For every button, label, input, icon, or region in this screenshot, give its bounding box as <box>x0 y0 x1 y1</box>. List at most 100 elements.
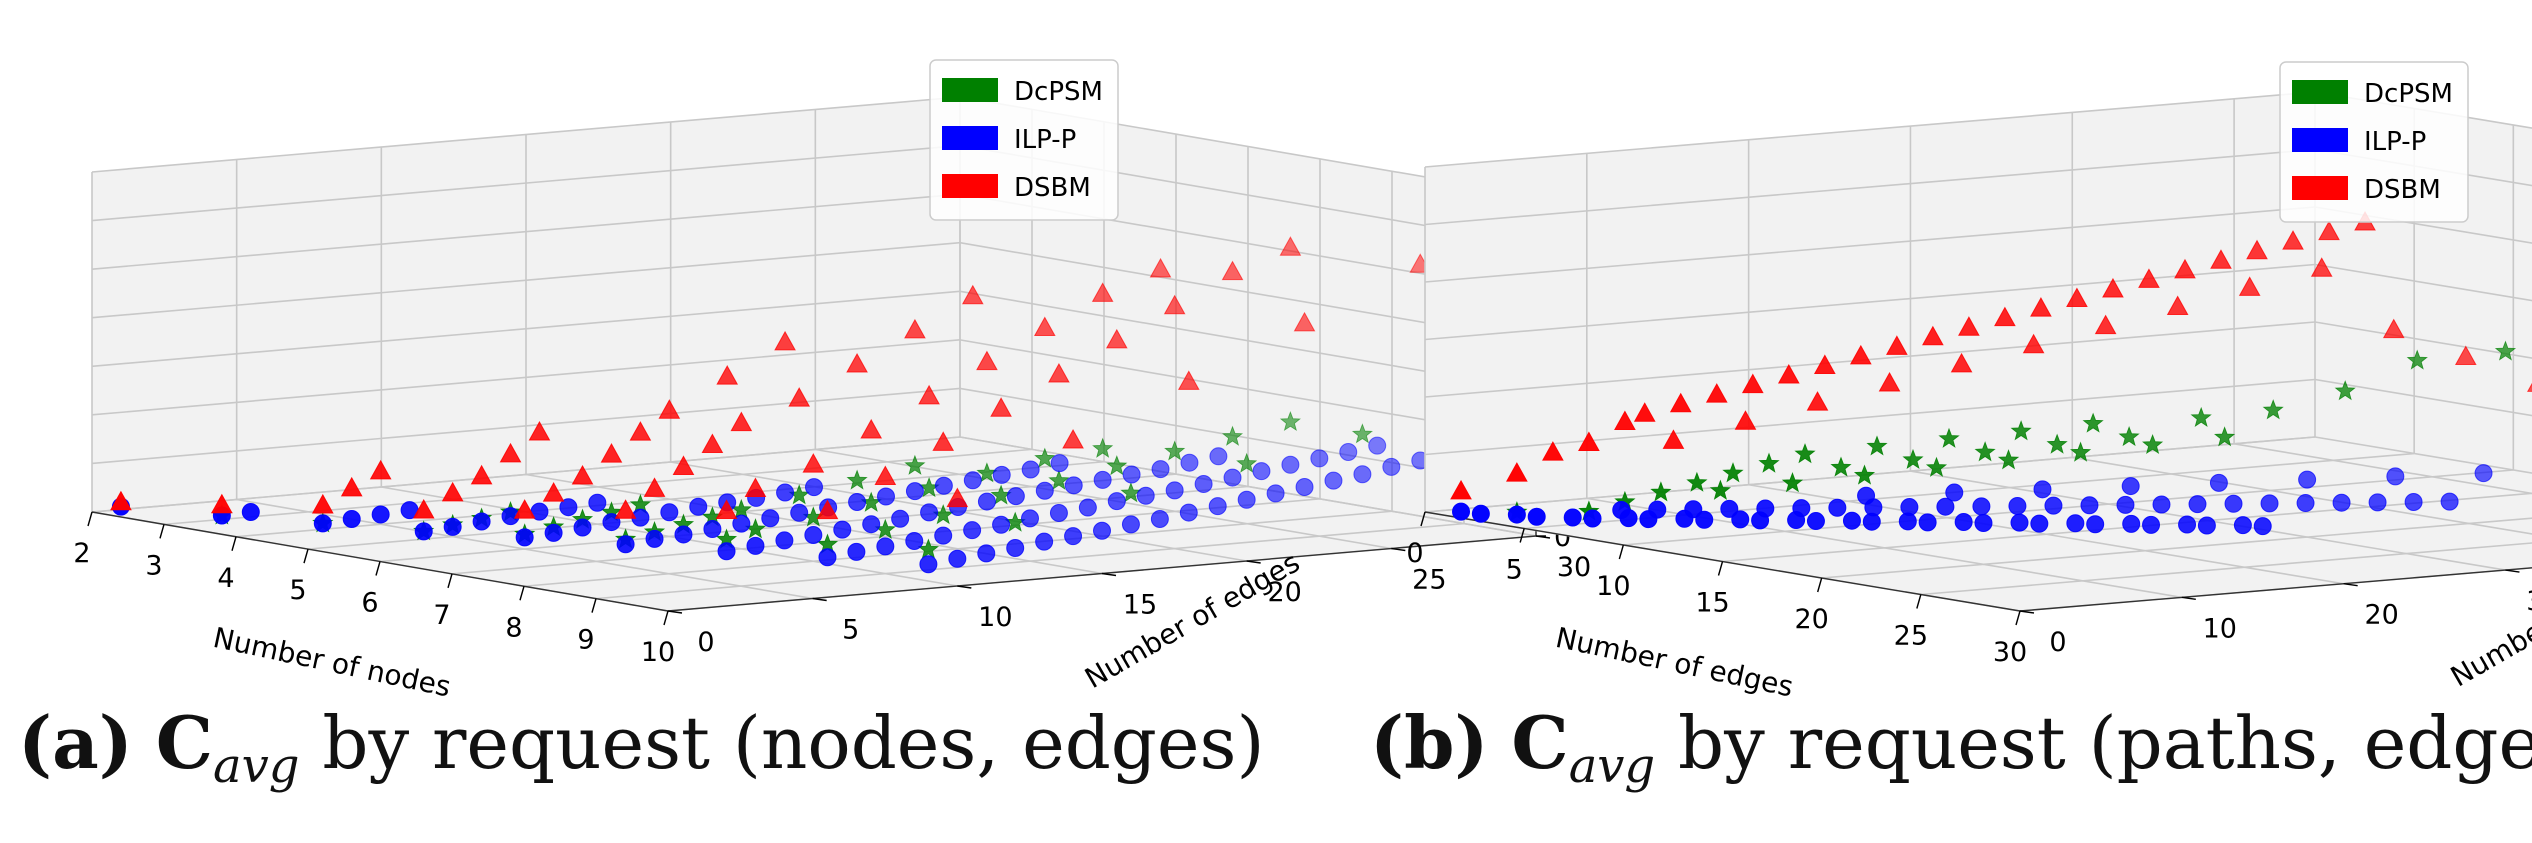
chart-a-ytick-label: 30 <box>1557 552 1591 583</box>
chart-a-ilp-p-point <box>805 478 823 497</box>
chart-a-ilp-p-point <box>1035 481 1054 500</box>
chart-a-ilp-p-point <box>573 518 592 537</box>
chart-a-ytick-label: 10 <box>978 602 1012 633</box>
chart-b-ilp-p-point <box>2332 493 2351 512</box>
chart-a-dsbm-point <box>976 350 998 371</box>
chart-b-ilp-p-point <box>1828 498 1847 517</box>
chart-a-ilp-p-point <box>1136 486 1155 505</box>
chart-a-ilp-p-point <box>1049 503 1068 522</box>
chart-b-dcpsm-point <box>2118 425 2140 447</box>
chart-b-dcpsm-point <box>2142 433 2164 455</box>
chart-a-ilp-p-point <box>1050 454 1069 473</box>
chart-a-ilp-p-point <box>905 482 924 501</box>
chart-b-ilp-p-point <box>1806 512 1825 531</box>
chart-a-dcpsm-point <box>1279 410 1301 432</box>
chart-b-legend-swatch-ilp-p <box>2292 128 2348 152</box>
chart-b-legend: DcPSM ILP-P DSBM <box>2279 61 2469 223</box>
chart-a-dcpsm-point <box>846 469 868 490</box>
chart-a-ilp-p-point <box>588 493 607 512</box>
chart-b-dcpsm-point <box>2010 420 2032 441</box>
chart-a-xtick-label: 2 <box>73 538 90 569</box>
chart-b-xgrid-floor <box>1821 517 2532 579</box>
chart-b-x-axis-label: Number of edges <box>1553 621 1796 704</box>
chart-b-ilp-p-point <box>2209 473 2228 492</box>
chart-a-ilp-p-point <box>818 548 837 567</box>
chart-b-xtick-label: 10 <box>1596 571 1630 602</box>
chart-b-xtick <box>1816 577 1823 593</box>
chart-b-dsbm-point <box>1777 363 1800 384</box>
chart-b-dcpsm-point <box>2082 412 2104 433</box>
chart-a-ilp-p-point <box>1006 487 1025 506</box>
chart-a-dsbm-point <box>932 431 955 451</box>
chart-b-legend-label-dcpsm: DcPSM <box>2364 79 2453 109</box>
chart-a-dsbm-point <box>340 476 363 497</box>
chart-b-dsbm-point <box>1734 410 1757 430</box>
chart-a-dsbm-point <box>643 477 666 497</box>
chart-a-ilp-p-point <box>1093 521 1111 540</box>
chart-a-ilp-p-point <box>1150 509 1169 528</box>
chart-a-dsbm-point <box>658 399 681 419</box>
chart-a-dsbm-point <box>311 493 334 514</box>
chart-a-ilp-p-point <box>1021 509 1039 528</box>
chart-b-ilp-p-point <box>1900 498 1919 517</box>
chart-b-ilp-p-point <box>1792 499 1811 518</box>
chart-b-ilp-p-point <box>2080 496 2099 515</box>
chart-a-dcpsm-point <box>1106 455 1128 476</box>
chart-a-dsbm-point <box>701 433 724 454</box>
caption-b-sub: avg <box>1568 738 1656 794</box>
chart-a-dsbm-point <box>1177 370 1200 390</box>
chart-b-dsbm-point <box>2102 277 2124 298</box>
chart-b-ilp-p-point <box>2253 517 2272 536</box>
chart-a-ilp-p-point <box>645 529 664 548</box>
chart-b-xtick-label: 15 <box>1695 588 1729 619</box>
chart-a-ilp-p-point <box>1180 453 1199 472</box>
chart-b-dsbm-point <box>2382 318 2405 339</box>
chart-a-ygrid-floor <box>236 498 813 600</box>
chart-b-dcpsm-point <box>2494 340 2517 361</box>
chart-b-ilp-p-point <box>1842 511 1861 530</box>
chart-a-ilp-p-point <box>847 542 866 561</box>
chart-b-ilp-p-point <box>1918 513 1937 532</box>
chart-b-ilp-p-point <box>1583 509 1602 528</box>
chart-b-dsbm-point <box>1705 383 1728 403</box>
caption-b: (b) Cavg by request (paths, edges) <box>1370 700 2532 794</box>
chart-a-ytick-label: 15 <box>1123 590 1157 621</box>
chart-b-dcpsm-point <box>2406 349 2428 370</box>
chart-a-ilp-p-point <box>1223 468 1242 487</box>
chart-b-dcpsm-point <box>2214 426 2236 447</box>
chart-a-zgrid-left <box>91 96 961 173</box>
chart-b-ilp-p-point <box>1731 510 1750 529</box>
chart-b-ytick <box>2505 569 2520 573</box>
chart-a-ilp-p-point <box>1295 478 1314 497</box>
chart-a-legend-swatch-dsbm <box>942 174 998 198</box>
chart-a-ytick-label: 25 <box>1412 565 1446 596</box>
chart-a-ilp-p-point <box>919 555 938 574</box>
chart-a-dcpsm-point <box>1164 440 1186 461</box>
chart-b-xgrid-floor <box>1623 469 2514 546</box>
chart-a-dsbm-point <box>1279 236 1302 256</box>
chart-b-ilp-p-point <box>2142 515 2161 534</box>
chart-a-dsbm-point <box>1091 282 1114 302</box>
chart-a-ilp-p-point <box>1064 527 1083 546</box>
chart-a-ilp-p-point <box>746 536 765 555</box>
chart-a-dcpsm-point <box>1048 469 1070 490</box>
chart-b-dsbm-point <box>1922 325 1944 346</box>
chart-a-ilp-p-point <box>1339 443 1358 462</box>
caption-b-text: by request (paths, edges) <box>1678 701 2532 785</box>
chart-a-ilp-p-point <box>1035 532 1054 551</box>
caption-a-text: by request (nodes, edges) <box>322 701 1265 785</box>
chart-b-dsbm-point <box>2094 314 2117 335</box>
chart-a-ilp-p-point <box>1266 484 1285 503</box>
chart-b-dsbm-point <box>1994 306 2016 327</box>
chart-a-ilp-p-point <box>1237 490 1256 509</box>
chart-a-ilp-p-point <box>472 512 491 531</box>
chart-a-dsbm-point <box>1221 260 1244 281</box>
chart-a-dsbm-point <box>860 418 883 439</box>
chart-a-ilp-p-point <box>1209 447 1228 466</box>
chart-b-dcpsm-point <box>1853 464 1876 485</box>
chart-a-ilp-p-point <box>920 503 939 522</box>
chart-b-ilp-p-point <box>1720 499 1739 518</box>
chart-a-ilp-p-point <box>1281 455 1300 474</box>
chart-a-ilp-p-point <box>1368 436 1387 455</box>
caption-a-sub: avg <box>213 738 300 794</box>
